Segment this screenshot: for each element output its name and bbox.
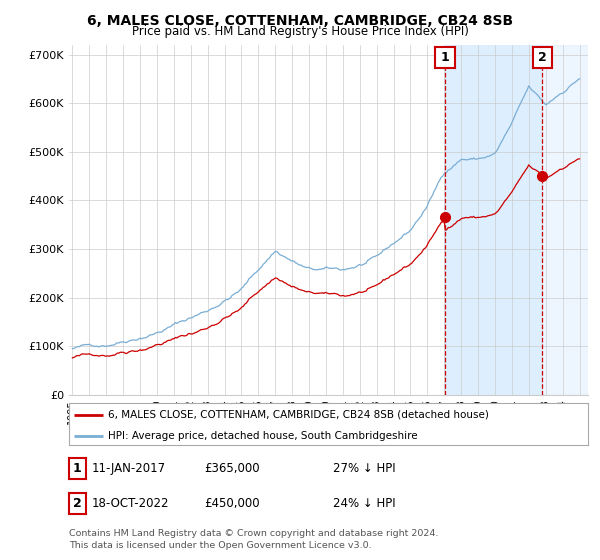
Text: This data is licensed under the Open Government Licence v3.0.: This data is licensed under the Open Gov… bbox=[69, 541, 371, 550]
Text: 18-OCT-2022: 18-OCT-2022 bbox=[92, 497, 169, 510]
Text: 2: 2 bbox=[538, 51, 547, 64]
Bar bbox=[542, 45, 588, 395]
Text: 6, MALES CLOSE, COTTENHAM, CAMBRIDGE, CB24 8SB: 6, MALES CLOSE, COTTENHAM, CAMBRIDGE, CB… bbox=[87, 14, 513, 28]
Text: 1: 1 bbox=[440, 51, 449, 64]
Text: 27% ↓ HPI: 27% ↓ HPI bbox=[333, 461, 395, 475]
Text: 2: 2 bbox=[73, 497, 82, 510]
Text: 6, MALES CLOSE, COTTENHAM, CAMBRIDGE, CB24 8SB (detached house): 6, MALES CLOSE, COTTENHAM, CAMBRIDGE, CB… bbox=[108, 410, 489, 420]
Text: £450,000: £450,000 bbox=[204, 497, 260, 510]
Text: 1: 1 bbox=[73, 461, 82, 475]
Text: Price paid vs. HM Land Registry's House Price Index (HPI): Price paid vs. HM Land Registry's House … bbox=[131, 25, 469, 38]
Text: 24% ↓ HPI: 24% ↓ HPI bbox=[333, 497, 395, 510]
Text: 11-JAN-2017: 11-JAN-2017 bbox=[92, 461, 166, 475]
Text: Contains HM Land Registry data © Crown copyright and database right 2024.: Contains HM Land Registry data © Crown c… bbox=[69, 530, 439, 539]
Text: £365,000: £365,000 bbox=[204, 461, 260, 475]
Text: HPI: Average price, detached house, South Cambridgeshire: HPI: Average price, detached house, Sout… bbox=[108, 431, 418, 441]
Bar bbox=[445, 45, 542, 395]
